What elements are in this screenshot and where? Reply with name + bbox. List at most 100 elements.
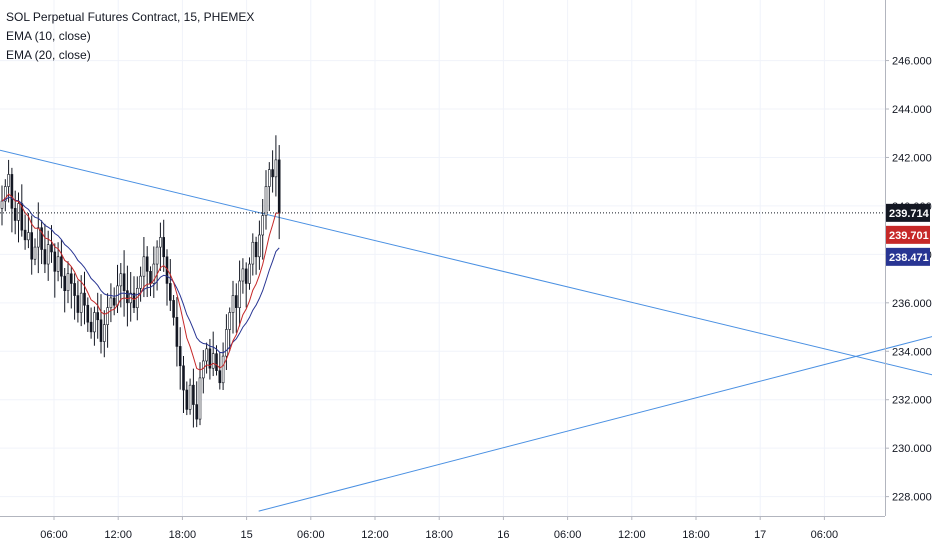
candle-body xyxy=(218,370,222,384)
candle-body xyxy=(192,384,195,405)
x-tick-label: 17 xyxy=(754,529,766,541)
candle-body xyxy=(162,237,165,258)
candle-body xyxy=(7,174,10,187)
candle-body xyxy=(159,237,162,248)
x-tick-label: 06:00 xyxy=(297,529,325,541)
price-tag-bg xyxy=(886,247,930,266)
chart-legend: SOL Perpetual Futures Contract, 15, PHEM… xyxy=(6,8,254,65)
x-tick-label: 06:00 xyxy=(40,529,68,541)
candle-body xyxy=(89,321,93,333)
candle-body xyxy=(254,241,258,258)
price-tag-bg xyxy=(886,225,930,244)
candle-body xyxy=(274,159,278,178)
candlesticks xyxy=(0,135,281,428)
x-tick-label: 18:00 xyxy=(425,529,453,541)
candle-body xyxy=(258,234,261,258)
candle-body xyxy=(109,297,113,308)
candle-body xyxy=(198,377,202,420)
candle-body xyxy=(261,215,265,236)
candle-body xyxy=(225,329,228,357)
candle-body xyxy=(142,256,146,277)
price-tag-label: 239.701 xyxy=(889,230,929,242)
candle-body xyxy=(132,292,136,308)
time-axis[interactable]: 06:00 12:00 18:00 15 06:00 12:00 18:00 16 06:00 1… xyxy=(40,516,838,541)
candle-body xyxy=(169,283,172,301)
candle-body xyxy=(93,312,96,333)
x-tick-label: 12:00 xyxy=(104,529,132,541)
price-tag-label: 239.714 xyxy=(889,208,930,220)
candle-body xyxy=(86,304,90,323)
candle-body xyxy=(73,283,76,296)
candle-body xyxy=(40,227,43,250)
y-tick-label: 244.000 xyxy=(892,104,932,116)
candle-body xyxy=(267,169,271,187)
candle-body xyxy=(119,273,123,287)
candle-body xyxy=(182,365,185,391)
candle-body xyxy=(202,360,205,379)
candle-body xyxy=(17,203,20,221)
candle-body xyxy=(205,348,208,362)
candle-body xyxy=(149,271,152,284)
price-axis[interactable]: 246.000244.000242.000240.000238.000236.0… xyxy=(885,56,932,504)
ema10-legend[interactable]: EMA (10, close) xyxy=(6,29,91,43)
trendline[interactable] xyxy=(258,336,932,512)
y-tick-label: 230.000 xyxy=(892,443,932,455)
candle-body xyxy=(241,268,245,282)
candle-body xyxy=(172,300,175,318)
y-tick-label: 236.000 xyxy=(892,298,932,310)
x-tick-label: 18:00 xyxy=(682,529,710,541)
candle-body xyxy=(46,244,50,265)
candle-body xyxy=(251,241,255,265)
x-tick-label: 15 xyxy=(240,529,252,541)
y-tick-label: 234.000 xyxy=(892,346,932,358)
candle-body xyxy=(228,312,231,330)
candle-body xyxy=(30,232,34,260)
candle-body xyxy=(79,292,83,313)
candle-body xyxy=(99,319,103,342)
candle-body xyxy=(277,159,281,214)
candle-body xyxy=(155,246,159,265)
y-tick-label: 232.000 xyxy=(892,395,932,407)
candle-body xyxy=(215,353,218,371)
price-tag-bg xyxy=(886,203,930,222)
ema20-legend[interactable]: EMA (20, close) xyxy=(6,48,91,62)
candle-body xyxy=(185,389,189,410)
candle-body xyxy=(208,348,212,369)
x-tick-label: 06:00 xyxy=(811,529,839,541)
x-tick-label: 06:00 xyxy=(554,529,582,541)
candle-body xyxy=(271,169,274,178)
candle-body xyxy=(27,232,30,241)
candle-body xyxy=(178,346,182,367)
candle-body xyxy=(66,273,70,292)
symbol-title[interactable]: SOL Perpetual Futures Contract, 15, PHEM… xyxy=(6,10,255,24)
x-tick-label: 18:00 xyxy=(169,529,197,541)
candle-body xyxy=(122,273,126,292)
candle-body xyxy=(63,275,67,292)
candle-body xyxy=(53,251,57,272)
candle-body xyxy=(235,295,238,308)
candle-body xyxy=(10,174,14,209)
trendline[interactable] xyxy=(0,149,932,376)
y-tick-label: 246.000 xyxy=(892,56,932,68)
candle-body xyxy=(70,273,73,284)
candle-body xyxy=(175,317,179,347)
candle-body xyxy=(96,312,99,321)
x-tick-label: 12:00 xyxy=(618,529,646,541)
candle-body xyxy=(83,292,86,306)
candle-body xyxy=(0,200,4,209)
candle-body xyxy=(188,384,192,410)
candle-body xyxy=(50,244,53,253)
candle-body xyxy=(23,229,27,241)
candle-body xyxy=(145,256,149,272)
candle-body xyxy=(106,307,109,325)
candle-body xyxy=(126,290,129,304)
candle-body xyxy=(238,280,241,308)
candle-body xyxy=(4,186,7,202)
ema10-line xyxy=(1,193,280,371)
price-tags: 239.714 239.701 238.471 xyxy=(886,203,930,266)
trendlines xyxy=(0,149,932,512)
candle-body xyxy=(139,275,142,289)
candle-body xyxy=(244,268,248,284)
x-tick-label: 12:00 xyxy=(361,529,389,541)
